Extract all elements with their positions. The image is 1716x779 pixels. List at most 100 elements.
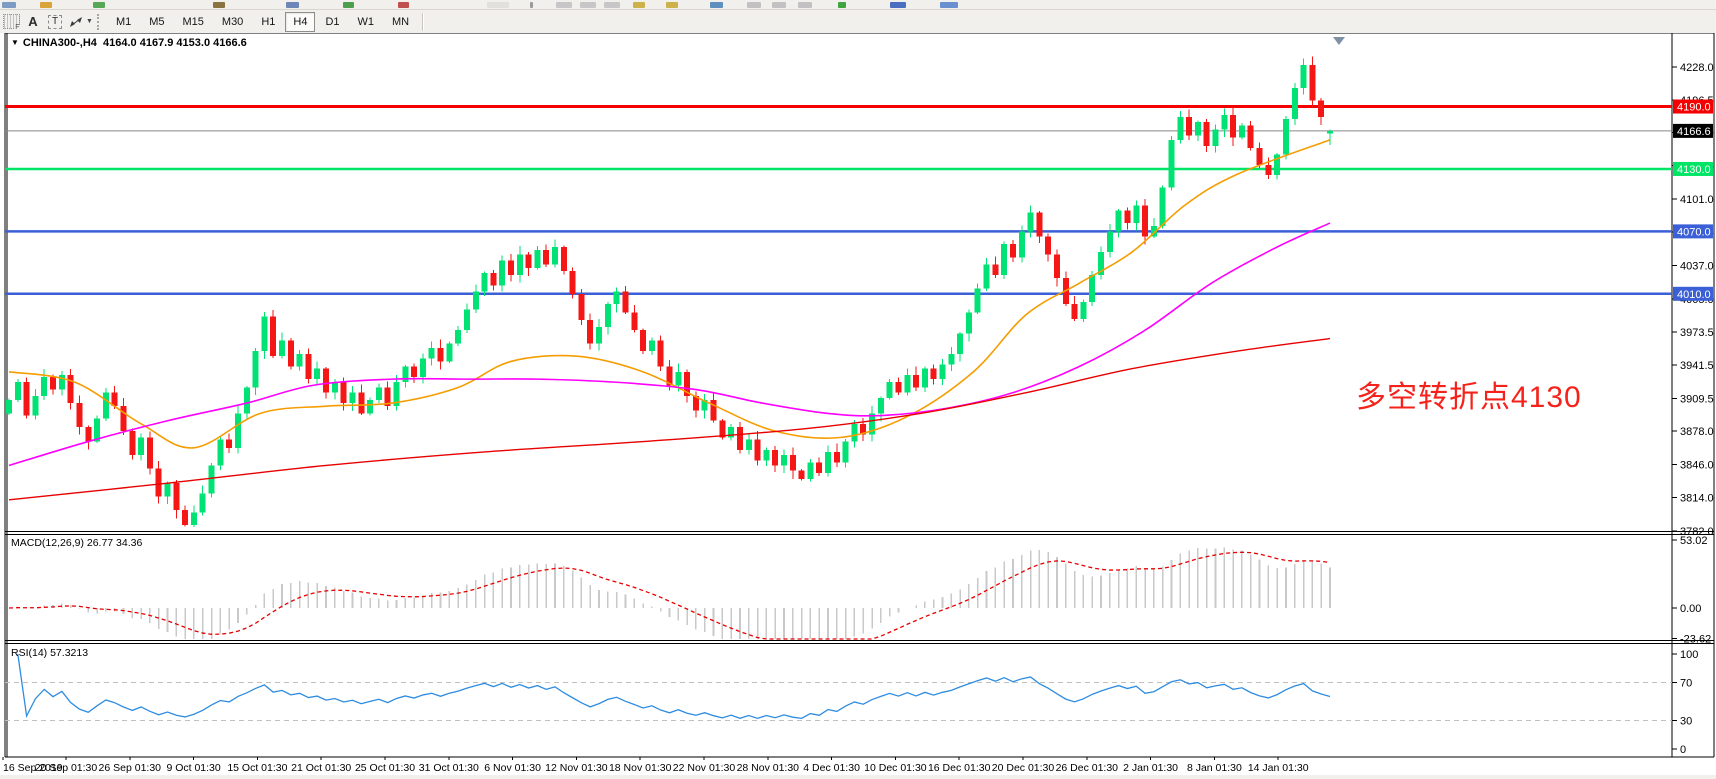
ma-slow-line: [8, 337, 1331, 501]
window-bottom-strip: [0, 775, 1716, 779]
panel-borders: [4, 32, 1715, 758]
timeframe-button-d1[interactable]: D1: [325, 15, 340, 28]
clipped-icon: [286, 2, 299, 8]
timeframe-button-m15[interactable]: M15: [182, 15, 204, 28]
timeframe-button-h4[interactable]: H4: [285, 11, 316, 32]
clipped-icon: [710, 2, 723, 8]
timeframe-button-m5[interactable]: M5: [149, 15, 165, 28]
rsi-line: [17, 653, 1331, 720]
svg-text:4190.0: 4190.0: [1677, 102, 1711, 114]
clipped-icon: [666, 2, 678, 8]
macd-indicator-label: MACD(12,26,9) 26.77 34.36: [11, 537, 143, 549]
svg-text:25 Oct 01:30: 25 Oct 01:30: [355, 762, 415, 774]
svg-text:3782.0: 3782.0: [1680, 526, 1714, 538]
crosshair-tool-button[interactable]: F: [2, 13, 20, 31]
clipped-icon: [838, 2, 846, 8]
svg-text:12 Nov 01:30: 12 Nov 01:30: [545, 762, 608, 774]
toolbar: F A T ▼ M1 M5 M15 M30 H1 H4 D1 W1 MN: [0, 10, 1716, 33]
macd-histogram: [17, 547, 1331, 639]
timeframe-button-m30[interactable]: M30: [221, 15, 244, 28]
clipped-icon: [772, 2, 786, 8]
svg-text:100: 100: [1680, 649, 1698, 661]
clipped-icon: [890, 2, 906, 8]
svg-text:3814.0: 3814.0: [1680, 493, 1714, 505]
svg-text:3973.5: 3973.5: [1680, 327, 1714, 339]
svg-text:4070.0: 4070.0: [1677, 226, 1711, 238]
svg-text:3846.0: 3846.0: [1680, 459, 1714, 471]
svg-text:4130.0: 4130.0: [1677, 164, 1711, 176]
arrows-tool-button[interactable]: ▼: [68, 13, 93, 30]
clipped-icon: [213, 2, 225, 8]
clipped-icon: [633, 2, 645, 8]
svg-text:21 Oct 01:30: 21 Oct 01:30: [291, 762, 351, 774]
crosshair-grid-icon: F: [2, 14, 20, 31]
svg-text:4010.0: 4010.0: [1677, 289, 1711, 301]
symbol-collapse-icon[interactable]: ▼: [11, 38, 19, 47]
clipped-icon: [530, 2, 533, 8]
arrows-dropdown-caret[interactable]: ▼: [86, 18, 93, 25]
svg-text:9 Oct 01:30: 9 Oct 01:30: [166, 762, 220, 774]
chart-title-ohlc: 4164.0 4167.9 4153.0 4166.6: [103, 37, 247, 49]
clipped-icon: [398, 2, 409, 8]
toolbar-separator: [422, 12, 425, 31]
svg-text:0: 0: [1680, 744, 1686, 756]
svg-text:4101.0: 4101.0: [1680, 194, 1714, 206]
chart-title-symbol: CHINA300-,H4: [22, 37, 97, 49]
svg-text:26 Dec 01:30: 26 Dec 01:30: [1056, 762, 1119, 774]
chart-title: ▼ CHINA300-,H4 4164.0 4167.9 4153.0 4166.…: [11, 37, 247, 49]
svg-text:0.00: 0.00: [1680, 603, 1701, 615]
rsi-indicator-label: RSI(14) 57.3213: [11, 647, 89, 659]
clipped-icon: [580, 2, 596, 8]
macd-signal-line: [8, 551, 1331, 640]
arrows-icon: [70, 16, 82, 27]
clipped-icon: [556, 2, 572, 8]
svg-text:3941.5: 3941.5: [1680, 360, 1714, 372]
svg-text:16 Sep 2019: 16 Sep 2019: [3, 762, 63, 774]
rsi-axis: 100 70 30 0: [1672, 649, 1698, 756]
svg-text:4166.6: 4166.6: [1677, 126, 1711, 138]
svg-text:20 Sep 01:30: 20 Sep 01:30: [35, 762, 98, 774]
svg-text:4228.0: 4228.0: [1680, 62, 1714, 74]
clipped-icon: [604, 2, 620, 8]
text-style-button[interactable]: A: [28, 14, 38, 29]
svg-text:16 Dec 01:30: 16 Dec 01:30: [928, 762, 991, 774]
svg-text:3909.5: 3909.5: [1680, 393, 1714, 405]
chart-annotation-text: 多空转折点4130: [1356, 381, 1582, 414]
timeframe-group: M1 M5 M15 M30 H1 H4 D1 W1 MN: [107, 11, 418, 32]
clipped-icon: [343, 2, 354, 8]
clipped-icon: [487, 2, 509, 8]
clipped-icon: [747, 2, 761, 8]
svg-text:30: 30: [1680, 716, 1692, 728]
horizontal-levels[interactable]: [5, 105, 1672, 296]
timeframe-button-w1[interactable]: W1: [357, 15, 375, 28]
svg-text:28 Nov 01:30: 28 Nov 01:30: [737, 762, 800, 774]
svg-text:22 Nov 01:30: 22 Nov 01:30: [673, 762, 736, 774]
chart-shift-marker-icon: [1333, 37, 1345, 45]
text-label-t-icon: T: [47, 14, 63, 29]
toolbar-drag-handle[interactable]: [96, 13, 102, 30]
svg-text:26 Sep 01:30: 26 Sep 01:30: [99, 762, 162, 774]
svg-text:18 Nov 01:30: 18 Nov 01:30: [609, 762, 672, 774]
text-label-button[interactable]: T: [46, 13, 64, 30]
timeframe-button-mn[interactable]: MN: [392, 15, 410, 28]
clipped-icon: [940, 2, 958, 8]
svg-text:4037.0: 4037.0: [1680, 261, 1714, 273]
svg-text:4 Dec 01:30: 4 Dec 01:30: [803, 762, 860, 774]
svg-text:70: 70: [1680, 678, 1692, 690]
timeframe-button-m1[interactable]: M1: [115, 15, 132, 28]
svg-text:10 Dec 01:30: 10 Dec 01:30: [864, 762, 927, 774]
ma-mid-line: [8, 222, 1331, 467]
svg-text:6 Nov 01:30: 6 Nov 01:30: [484, 762, 541, 774]
timeframe-button-h1[interactable]: H1: [261, 15, 276, 28]
svg-text:2 Jan 01:30: 2 Jan 01:30: [1123, 762, 1178, 774]
clipped-icon: [798, 2, 812, 8]
svg-text:14 Jan 01:30: 14 Jan 01:30: [1248, 762, 1309, 774]
svg-text:31 Oct 01:30: 31 Oct 01:30: [419, 762, 479, 774]
macd-axis: 53.02 0.00 -23.62: [1672, 535, 1711, 645]
svg-text:20 Dec 01:30: 20 Dec 01:30: [992, 762, 1055, 774]
price-label-boxes: 4190.0 4130.0 4070.0 4010.0 4166.6: [1673, 99, 1713, 301]
clipped-icon: [2, 2, 16, 8]
candlesticks: [6, 56, 1333, 528]
